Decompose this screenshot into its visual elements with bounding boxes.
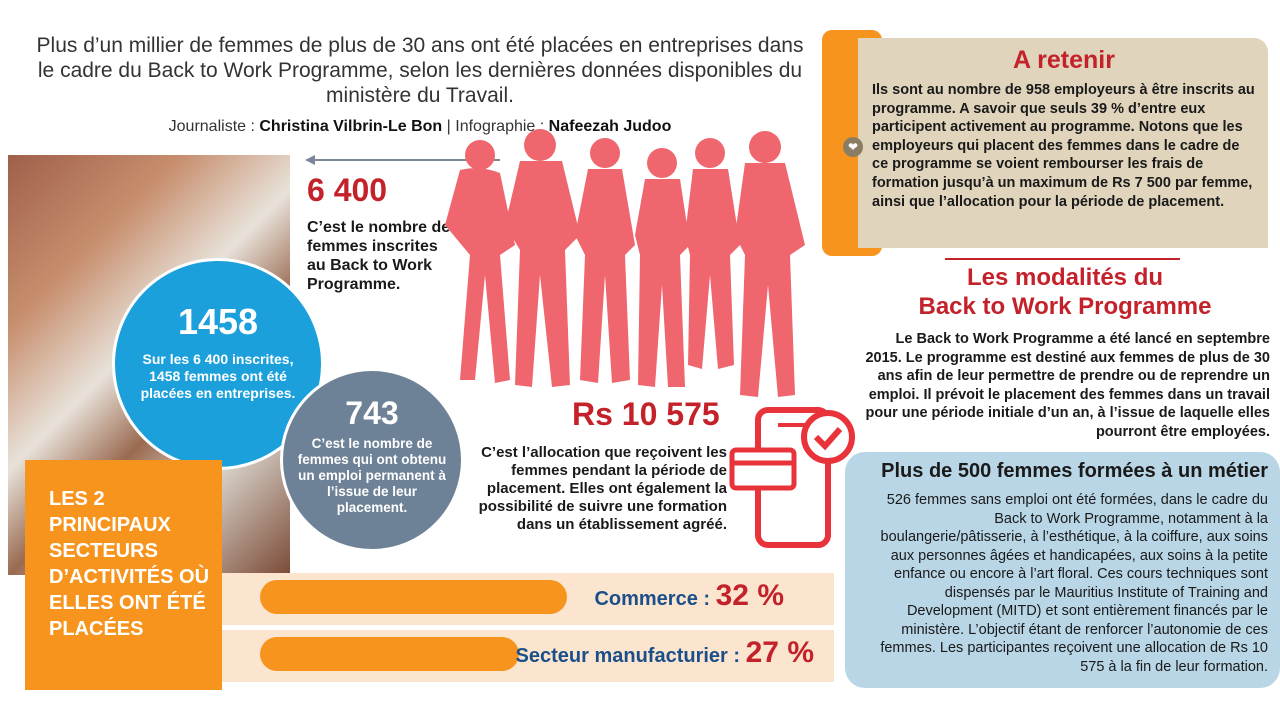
allowance-text: C’est l’allocation que reçoivent les fem… — [478, 444, 727, 533]
sector-pct: 32 % — [715, 579, 784, 612]
phone-payment-icon — [729, 407, 855, 548]
permanent-circle: 743 C’est le nombre de femmes qui ont ob… — [280, 368, 464, 552]
sector-label: Secteur manufacturier : 27 % — [516, 636, 814, 670]
journalist-label: Journaliste : — [168, 118, 260, 135]
permanent-value: 743 — [345, 395, 399, 431]
sector-label: Commerce : 32 % — [594, 579, 784, 613]
placed-value: 1458 — [177, 301, 259, 342]
infographic-name: Nafeezah Judoo — [548, 118, 672, 135]
permanent-text: C’est le nombre de femmes qui ont obtenu… — [297, 436, 447, 515]
retenir-title: A retenir — [1013, 46, 1115, 74]
modalites-text: Le Back to Work Programme a été lancé en… — [865, 331, 1270, 440]
modalites-title-line2: Back to Work Programme — [918, 293, 1212, 320]
sector-name: Commerce : — [594, 588, 716, 610]
sector-pct: 27 % — [745, 636, 814, 669]
sector-name: Secteur manufacturier : — [515, 645, 746, 667]
intro-text: Plus d’un millier de femmes de plus de 3… — [36, 34, 804, 107]
formation-title: Plus de 500 femmes formées à un métier — [881, 460, 1268, 482]
women-silhouettes-illustration — [445, 129, 805, 397]
modalites-title-line1: Les modalités du — [966, 264, 1164, 291]
infographic-label: Infographie : — [455, 118, 549, 135]
registered-text: C’est le nombre de femmes inscrites au B… — [307, 219, 451, 293]
sector-bar — [260, 580, 568, 614]
registered-value: 6 400 — [307, 172, 388, 208]
formation-text: 526 femmes sans emploi ont été formées, … — [880, 492, 1268, 675]
formation-box: Plus de 500 femmes formées à un métier 5… — [845, 452, 1280, 688]
credit-separator: | — [442, 118, 456, 135]
sector-row-commerce: Commerce : 32 % — [222, 573, 834, 625]
sector-row-manufacturing: Secteur manufacturier : 27 % — [222, 630, 834, 682]
placed-text: Sur les 6 400 inscrites, 1458 femmes ont… — [140, 351, 296, 401]
divider — [945, 258, 1180, 260]
journalist-name: Christina Vilbrin-Le Bon — [259, 118, 443, 135]
sectors-title: LES 2 PRINCIPAUX SECTEURS D’ACTIVITÉS OÙ… — [25, 460, 222, 690]
retenir-box: A retenir Ils sont au nombre de 958 empl… — [858, 38, 1268, 248]
modalites-title: Les modalités du Back to Work Programme — [870, 263, 1260, 321]
credit-line: Journaliste : Christina Vilbrin-Le Bon |… — [30, 118, 810, 136]
heart-icon: ❤ — [843, 137, 863, 157]
sector-bar — [260, 637, 520, 671]
allowance-value: Rs 10 575 — [572, 396, 720, 432]
retenir-text: Ils sont au nombre de 958 employeurs à ê… — [872, 82, 1255, 210]
